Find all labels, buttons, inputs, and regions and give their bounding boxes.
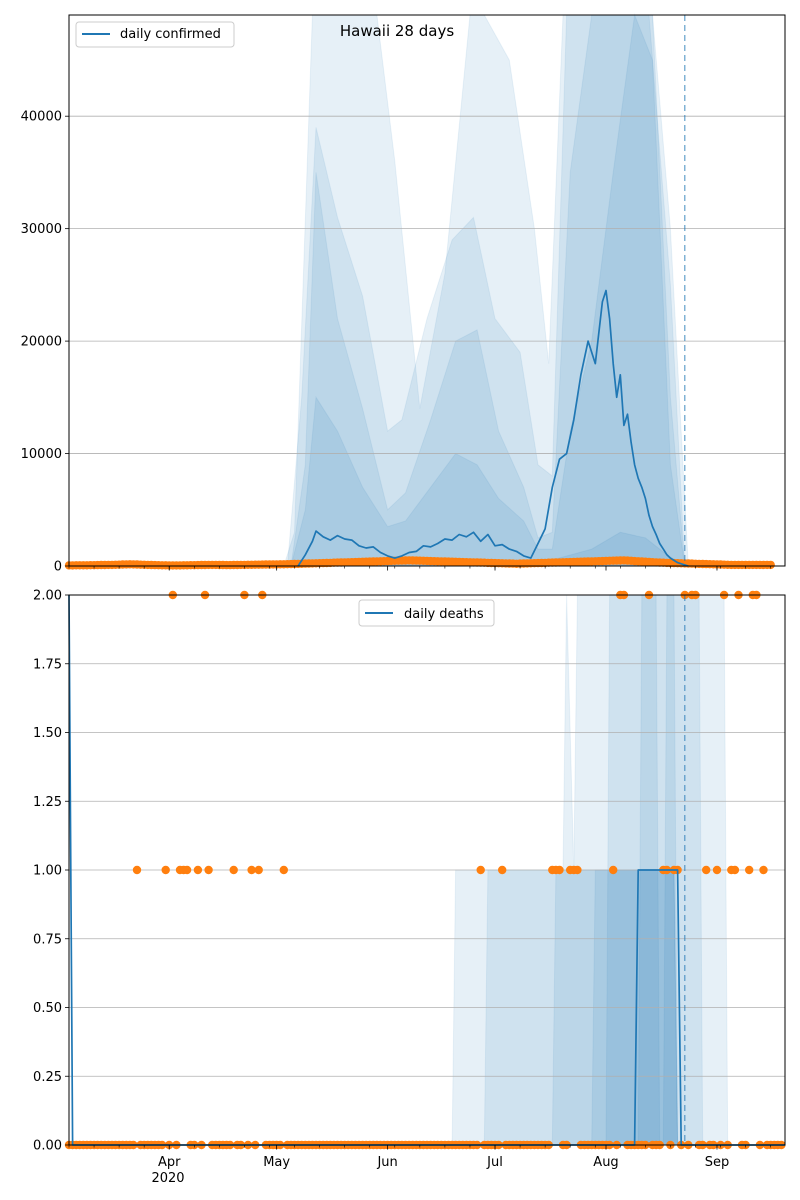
bot-ytick-label-4: 1.00: [33, 864, 62, 879]
deaths-legend-box: [358, 599, 495, 627]
deaths-panel: 0.00 0.25 0.50 0.75 1.00 1.25 1.50 1.75 2.00 Apr…: [33, 589, 786, 1186]
confirmed-legend: daily confirmed: [75, 21, 235, 48]
bot-observed-point: [279, 865, 288, 875]
bot-ytick-label-3: 0.75: [33, 932, 62, 947]
bot-observed-point: [702, 865, 711, 875]
top-ytick-label-2: 20000: [21, 335, 62, 350]
bot-ytick-label-7: 1.75: [33, 657, 62, 672]
confirmed-panel: 0 10000 20000 30000 40000 Hawaii 28 days dai…: [21, 13, 786, 575]
bot-observed-point: [609, 865, 618, 875]
bot-ytick-label-5: 1.25: [33, 795, 62, 810]
bot-xtick-label-1: May: [263, 1155, 290, 1170]
confirmed-y-ticks: 0 10000 20000 30000 40000: [21, 110, 69, 575]
deaths-y-ticks: 0.00 0.25 0.50 0.75 1.00 1.25 1.50 1.75 2.00: [33, 589, 69, 1154]
chart-title: Hawaii 28 days: [340, 22, 454, 40]
bot-observed-point: [555, 865, 564, 875]
bot-observed-point: [132, 865, 142, 875]
bot-observed-point: [759, 865, 768, 875]
bot-xtick-label-2: Jun: [376, 1155, 397, 1170]
bot-xtick-label-0: Apr: [158, 1155, 181, 1170]
bot-observed-point: [745, 865, 754, 875]
bot-observed-point: [161, 865, 170, 875]
confirmed-model-line: [297, 289, 689, 567]
bot-ytick-label-6: 1.50: [33, 726, 62, 741]
bot-observed-point: [476, 865, 485, 875]
bot-ytick-label-8: 2.00: [33, 589, 62, 604]
deaths-x-ticks: Apr May Jun Jul Aug Sep: [68, 1145, 771, 1170]
x-year-label: 2020: [151, 1171, 184, 1186]
bot-xtick-label-5: Sep: [705, 1155, 730, 1170]
bot-observed-point: [204, 865, 213, 875]
bot-observed-point: [573, 865, 582, 875]
bot-observed-point: [498, 865, 507, 875]
bot-xtick-label-3: Jul: [486, 1155, 503, 1170]
bot-observed-point: [182, 865, 192, 875]
bot-ytick-label-1: 0.25: [33, 1070, 62, 1085]
confirmed-x-ticks: [68, 566, 771, 571]
bot-observed-point: [229, 865, 238, 875]
bot-observed-point: [193, 865, 203, 875]
bot-observed-point: [730, 865, 740, 875]
deaths-legend: daily deaths: [358, 599, 495, 627]
bot-observed-point: [254, 865, 263, 875]
confirmed-axes-frame: [68, 14, 786, 567]
top-ytick-label-3: 30000: [21, 222, 62, 237]
deaths-observed-points: [64, 590, 786, 1150]
confirmed-legend-label: daily confirmed: [120, 27, 221, 42]
top-observed-point: [766, 560, 775, 570]
confirmed-legend-box: [75, 21, 235, 48]
bot-observed-point: [712, 865, 722, 875]
top-series-line-0: [297, 289, 689, 567]
bot-observed-point: [247, 865, 256, 875]
bot-ytick-label-2: 0.50: [33, 1001, 62, 1016]
top-ytick-label-1: 10000: [21, 447, 62, 462]
top-ytick-label-0: 0: [54, 560, 62, 575]
deaths-legend-label: daily deaths: [404, 607, 484, 622]
confirmed-uncertainty-bands: [283, 13, 689, 567]
top-ytick-label-4: 40000: [21, 110, 62, 125]
bot-xtick-label-4: Aug: [593, 1155, 618, 1170]
bot-ytick-label-0: 0.00: [33, 1139, 62, 1154]
